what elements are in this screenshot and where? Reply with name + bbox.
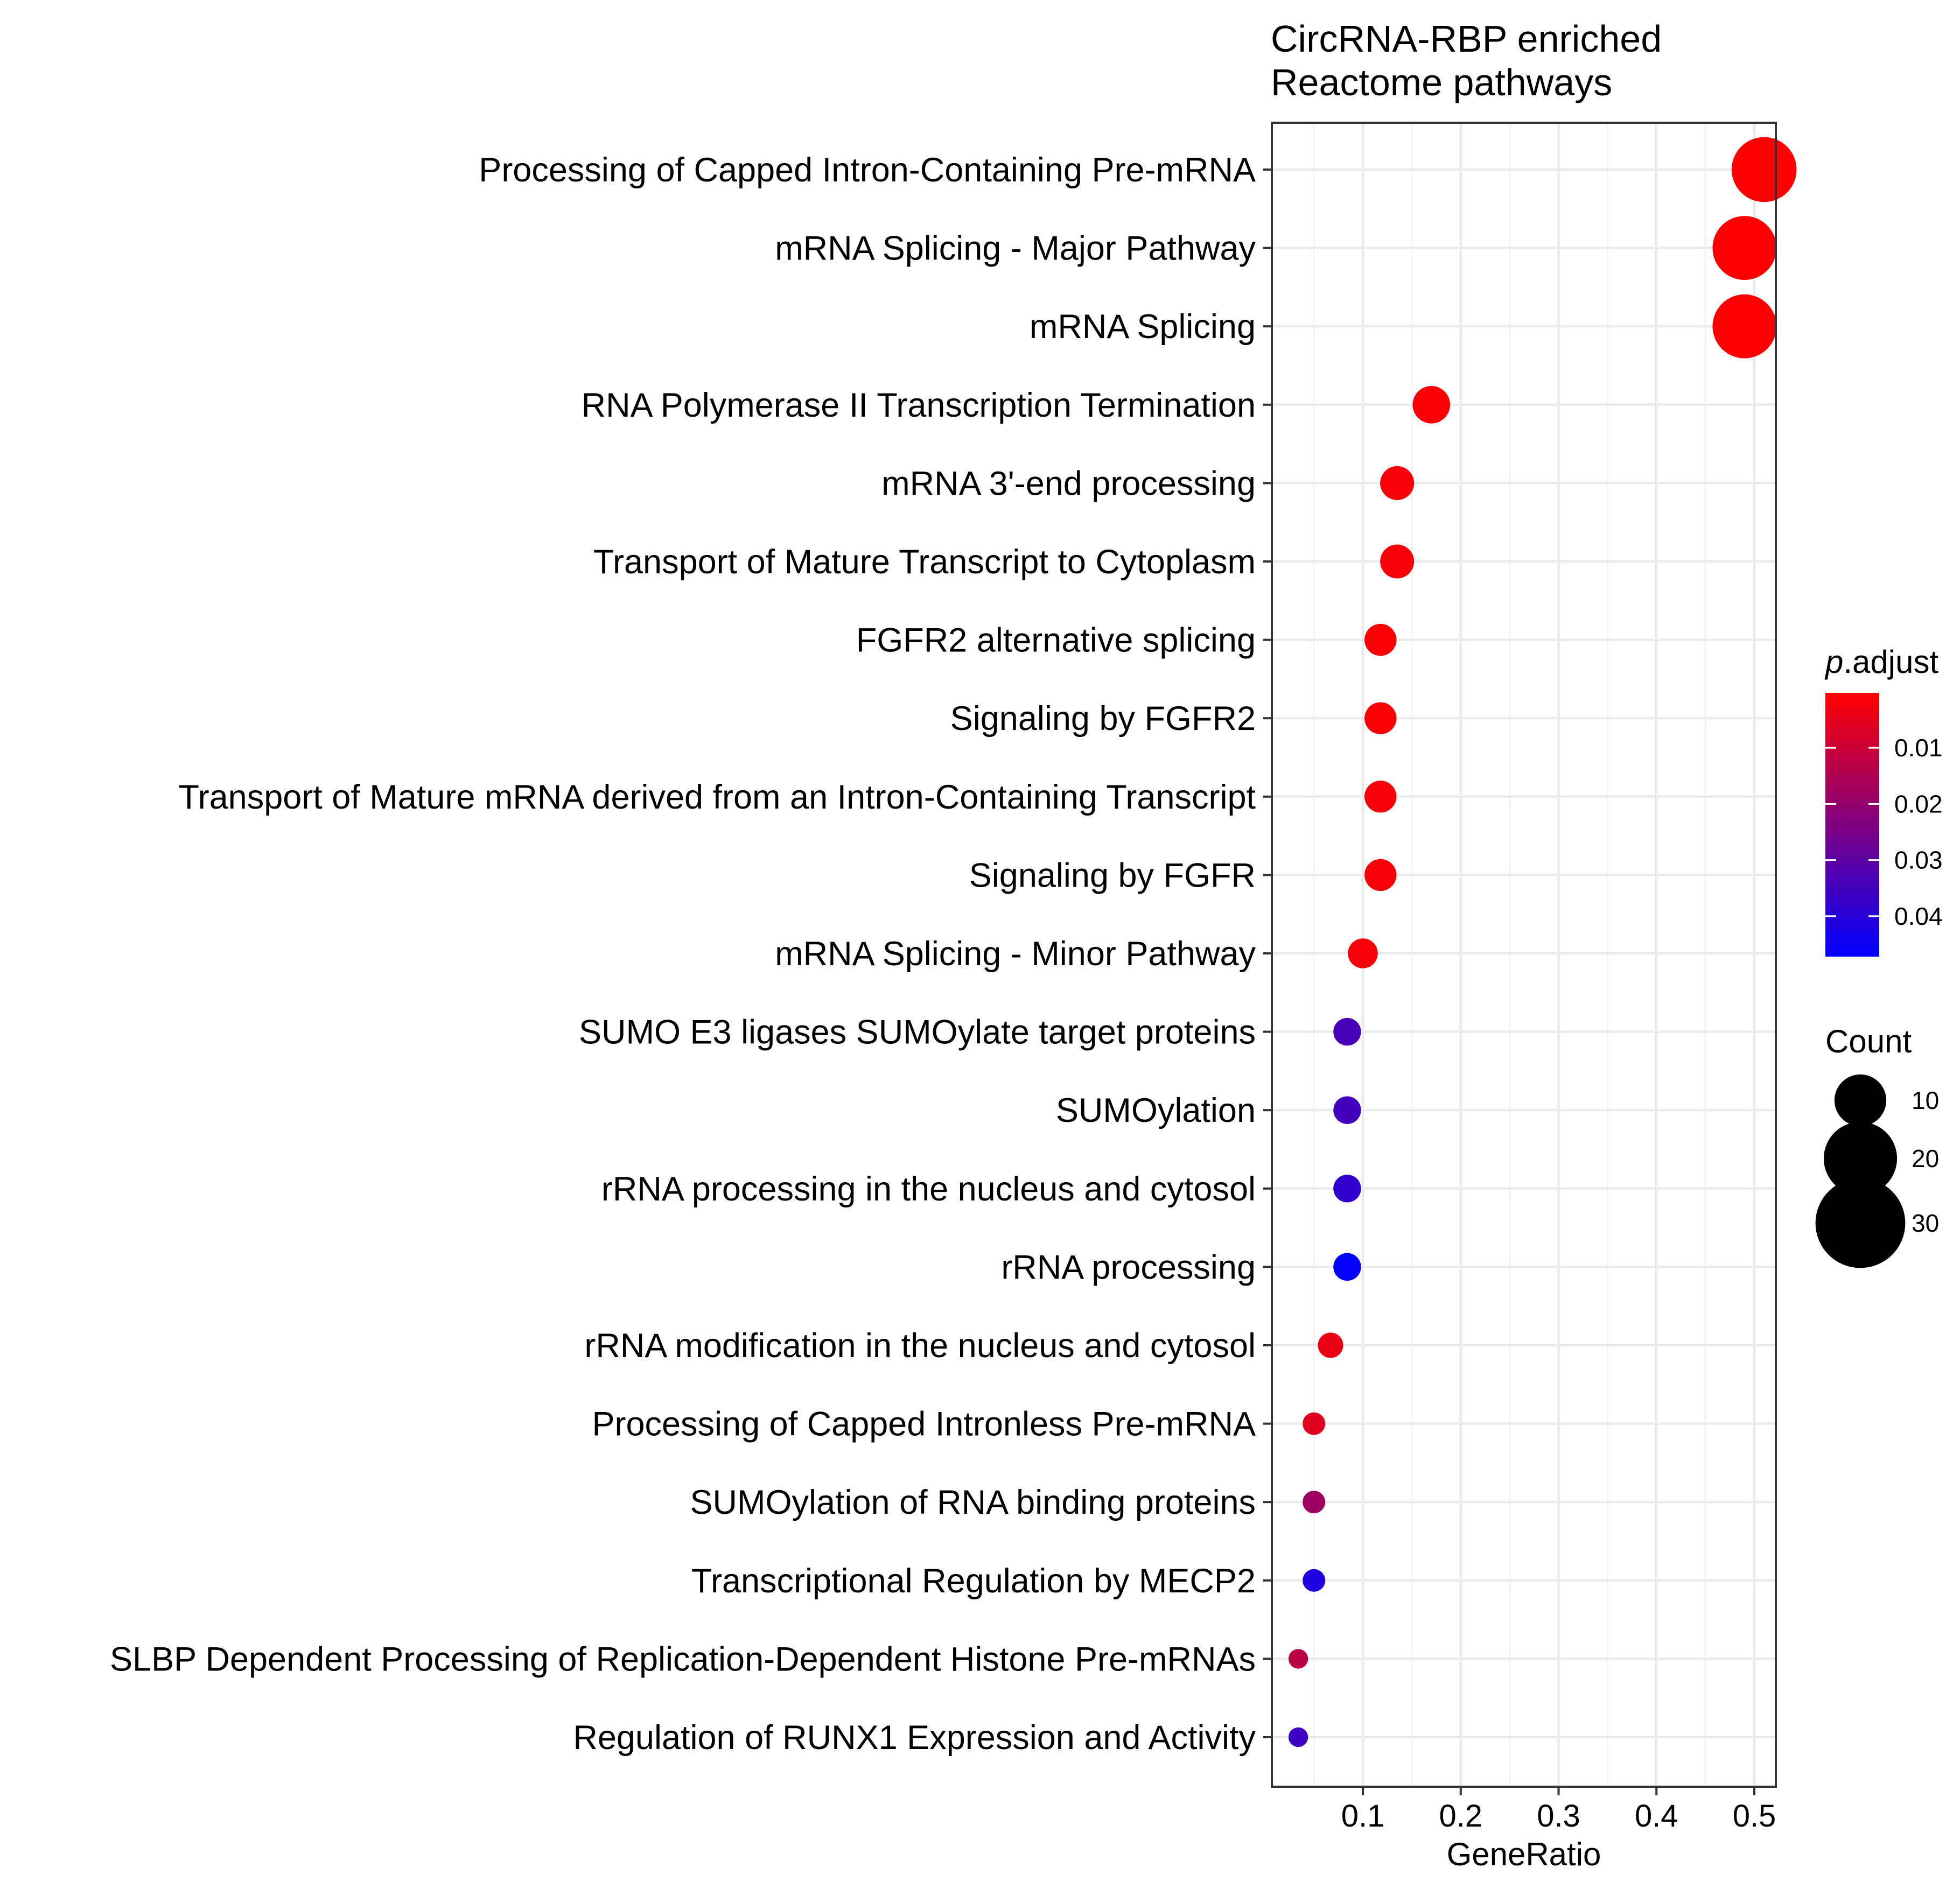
data-point [1333, 1175, 1361, 1203]
data-point [1364, 781, 1397, 813]
data-point [1348, 938, 1378, 968]
pathway-label: rRNA processing [1001, 1248, 1256, 1286]
data-point [1333, 1096, 1361, 1124]
colorbar-tick-label: 0.03 [1894, 846, 1943, 874]
chart-title-line-2: Reactome pathways [1271, 61, 1612, 103]
data-point [1731, 137, 1797, 202]
count-legend-dot [1834, 1074, 1887, 1127]
data-point [1712, 216, 1777, 280]
plot-panel [1272, 123, 1776, 1787]
pathway-label: Signaling by FGFR [969, 856, 1256, 894]
pathway-label: Transport of Mature mRNA derived from an… [179, 778, 1256, 816]
p-adjust-legend: p.adjust 0.01 0.02 0.03 0.04 [1824, 644, 1943, 957]
pathway-label: mRNA Splicing - Minor Pathway [775, 935, 1256, 973]
data-point [1303, 1569, 1326, 1592]
data-point [1364, 859, 1397, 891]
chart-title-line-1: CircRNA-RBP enriched [1271, 18, 1662, 60]
pathway-label: RNA Polymerase II Transcription Terminat… [582, 387, 1256, 424]
data-point [1288, 1649, 1308, 1669]
data-point [1318, 1332, 1343, 1358]
pathway-label: mRNA Splicing [1030, 308, 1256, 346]
pathway-label: Signaling by FGFR2 [950, 700, 1256, 738]
data-point [1303, 1412, 1326, 1435]
p-adjust-legend-title-italic: p [1824, 644, 1843, 680]
colorbar-tick-label: 0.01 [1894, 734, 1943, 762]
pathway-label: rRNA processing in the nucleus and cytos… [601, 1170, 1256, 1208]
pathway-label: Transcriptional Regulation by MECP2 [691, 1562, 1256, 1600]
data-point [1412, 385, 1451, 424]
data-point [1712, 294, 1777, 359]
data-point [1364, 702, 1397, 734]
pathway-labels: Processing of Capped Intron-Containing P… [110, 151, 1272, 1757]
count-legend: Count 10 20 30 [1815, 1023, 1939, 1268]
colorbar-tick-label: 0.02 [1894, 790, 1943, 818]
x-tick-label: 0.1 [1341, 1799, 1385, 1834]
pathway-label: rRNA modification in the nucleus and cyt… [584, 1327, 1256, 1365]
data-point [1288, 1727, 1308, 1747]
pathway-label: mRNA 3'-end processing [881, 465, 1256, 502]
pathway-label: SLBP Dependent Processing of Replication… [110, 1640, 1256, 1678]
plot-panel-border [1271, 122, 1777, 1788]
data-point [1303, 1491, 1326, 1514]
x-tick-label: 0.5 [1733, 1799, 1776, 1834]
data-point [1380, 466, 1415, 500]
pathway-label: Regulation of RUNX1 Expression and Activ… [573, 1719, 1256, 1757]
count-legend-label: 20 [1912, 1144, 1939, 1172]
pathway-label: mRNA Splicing - Major Pathway [775, 230, 1256, 268]
count-legend-dot [1823, 1121, 1898, 1196]
x-axis-title: GeneRatio [1447, 1836, 1601, 1872]
x-axis: 0.1 0.2 0.3 0.4 0.5 [1341, 1787, 1776, 1834]
data-point [1364, 623, 1397, 656]
x-tick-label: 0.4 [1635, 1799, 1678, 1834]
pathway-label: SUMO E3 ligases SUMOylate target protein… [579, 1014, 1256, 1051]
data-point [1333, 1253, 1361, 1281]
grid-lines [1272, 123, 1776, 1787]
pathway-label: Processing of Capped Intronless Pre-mRNA [592, 1406, 1256, 1443]
count-legend-entries: 10 20 30 [1815, 1074, 1939, 1268]
pathway-label: Transport of Mature Transcript to Cytopl… [593, 543, 1256, 581]
x-tick-label: 0.2 [1439, 1799, 1482, 1834]
pathway-label: SUMOylation of RNA binding proteins [690, 1484, 1256, 1521]
p-adjust-colorbar [1825, 693, 1879, 957]
data-points [1288, 137, 1797, 1747]
p-adjust-legend-title-rest: .adjust [1843, 644, 1938, 680]
count-legend-label: 10 [1912, 1086, 1939, 1114]
data-point [1380, 544, 1415, 579]
p-adjust-colorbar-ticks: 0.01 0.02 0.03 0.04 [1825, 734, 1943, 930]
p-adjust-legend-title: p.adjust [1824, 644, 1938, 680]
pathway-label: FGFR2 alternative splicing [856, 622, 1256, 659]
chart-title: CircRNA-RBP enriched Reactome pathways [1271, 18, 1662, 103]
pathway-label: SUMOylation [1056, 1092, 1256, 1129]
data-point [1333, 1017, 1361, 1046]
colorbar-tick-label: 0.04 [1894, 902, 1943, 930]
count-legend-dot [1815, 1178, 1906, 1268]
count-legend-title: Count [1825, 1023, 1912, 1059]
x-tick-label: 0.3 [1537, 1799, 1580, 1834]
pathway-label: Processing of Capped Intron-Containing P… [479, 151, 1256, 189]
count-legend-label: 30 [1912, 1209, 1939, 1237]
